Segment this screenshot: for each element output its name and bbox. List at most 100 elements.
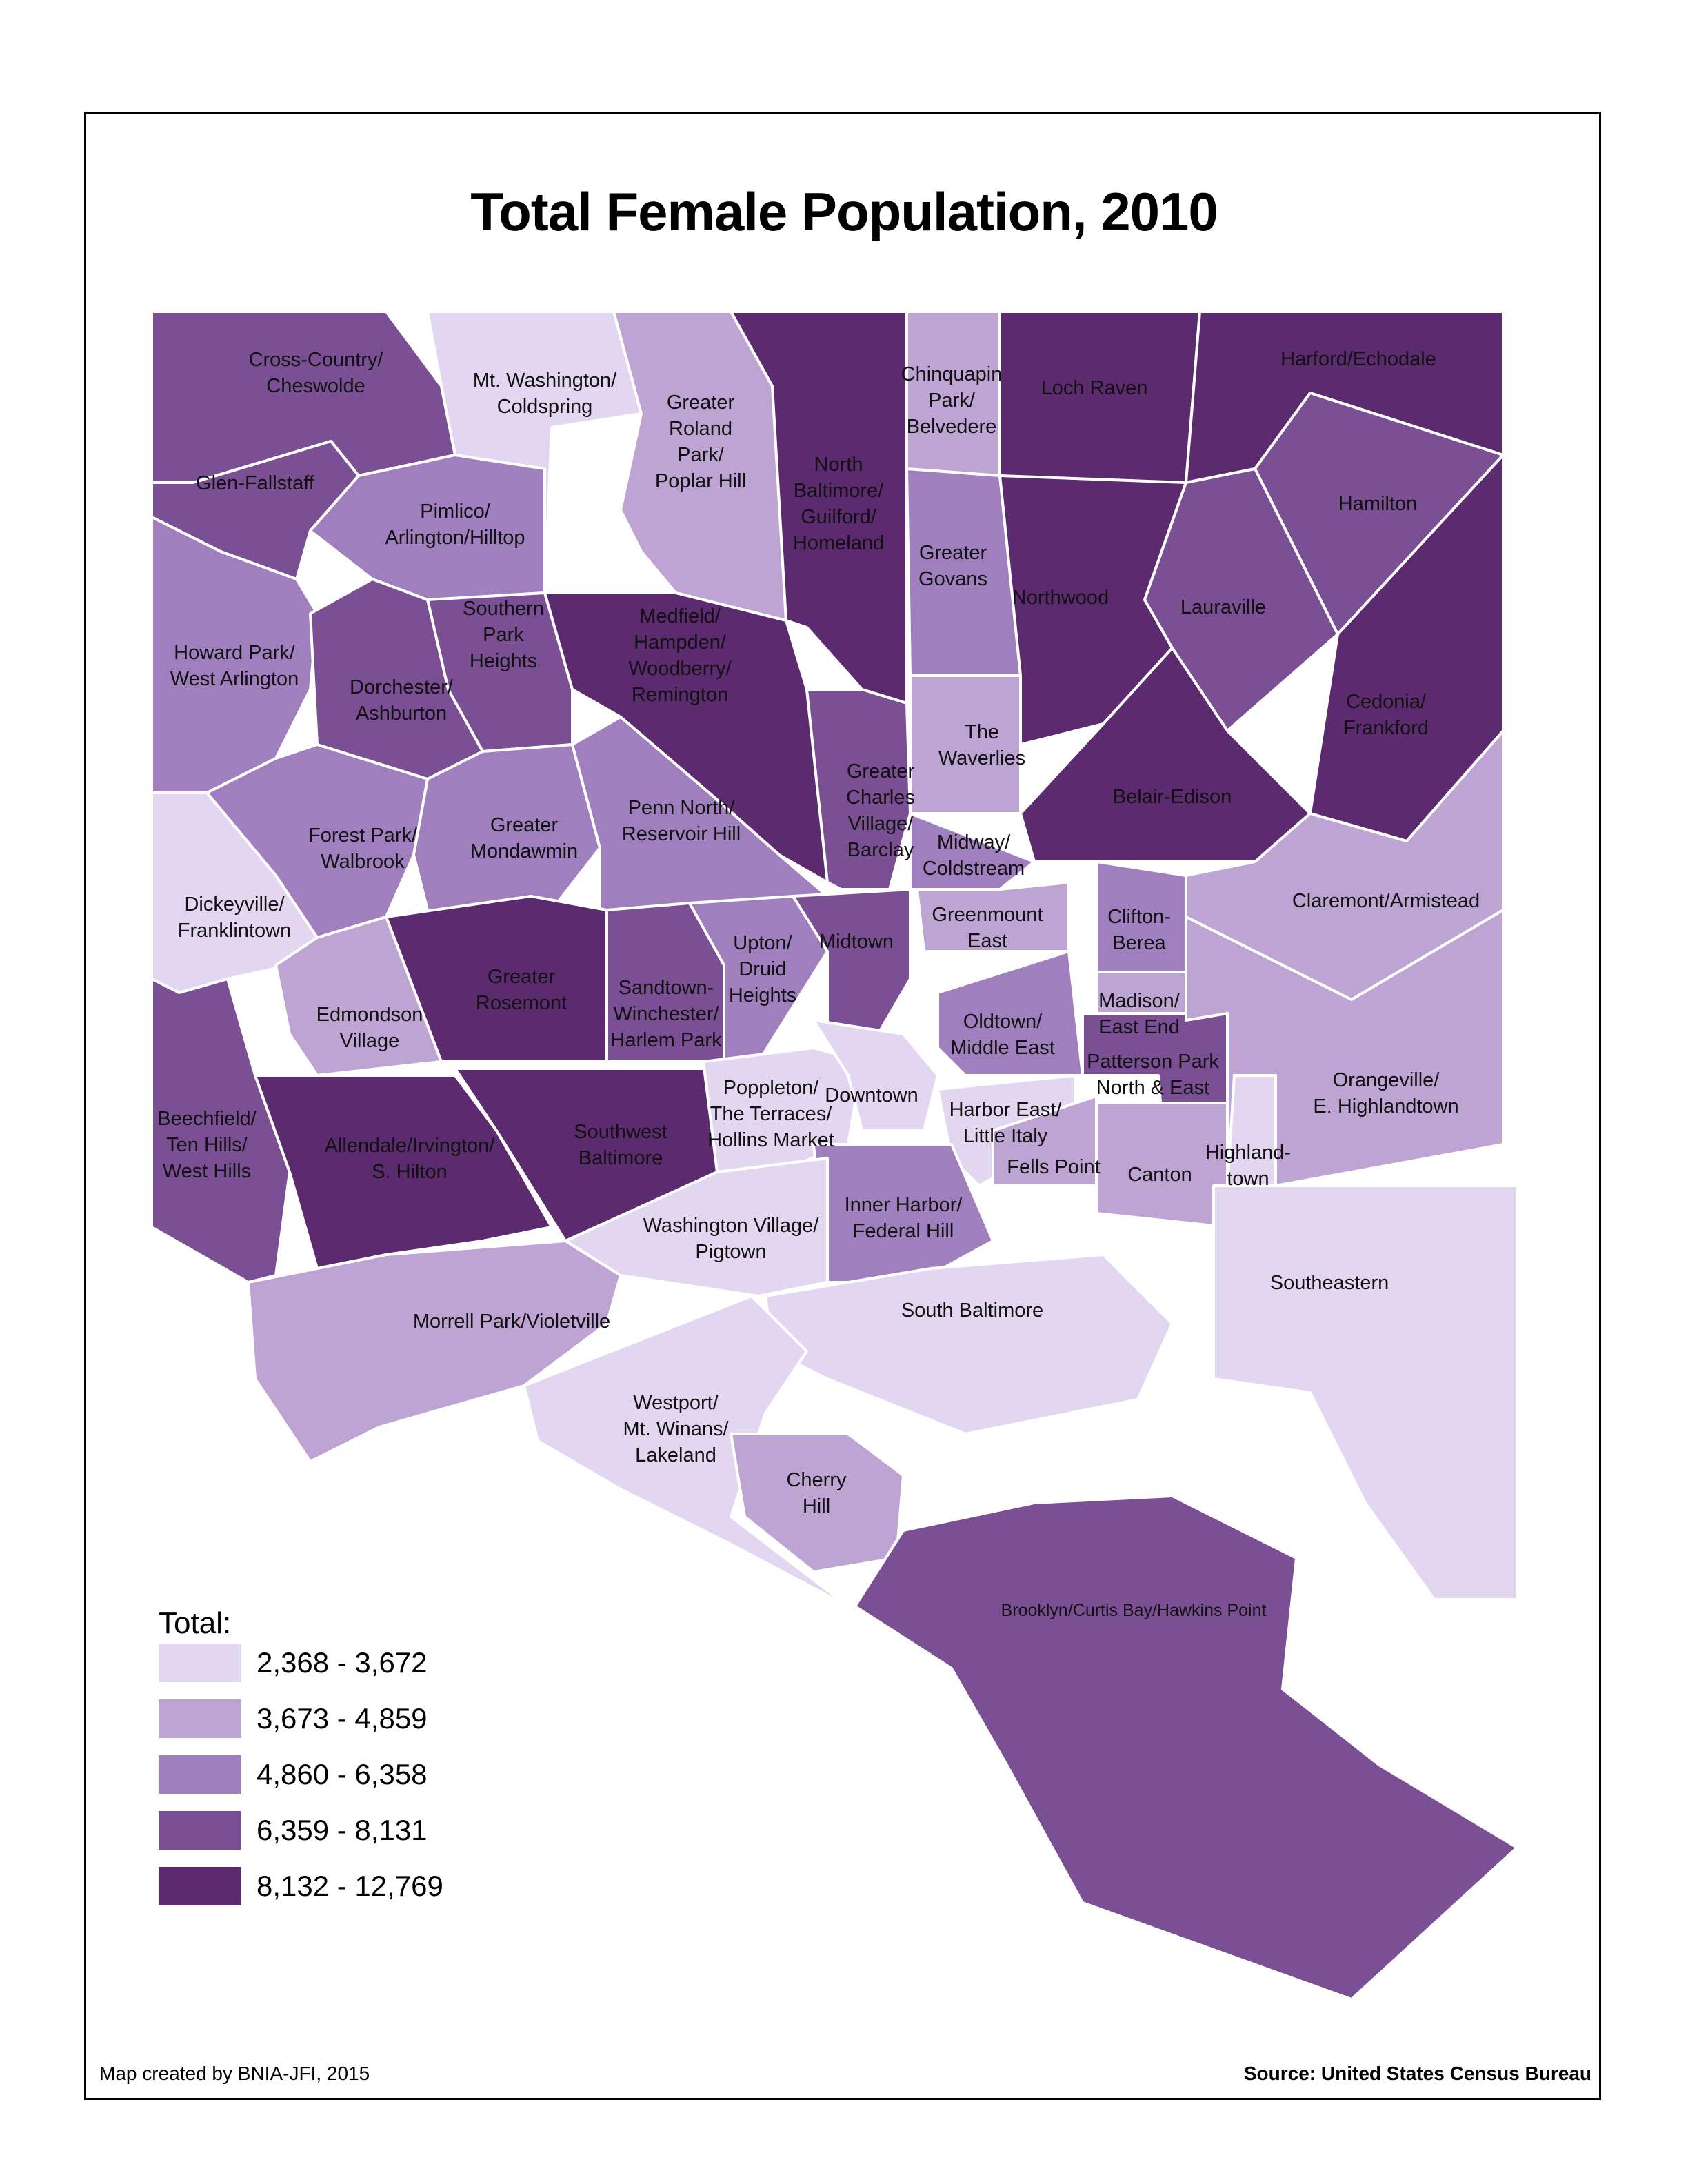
legend-swatch [159,1867,241,1905]
legend-label: 3,673 - 4,859 [257,1702,428,1735]
neighborhood-westport-mt-winans-lakeland[interactable] [523,1295,850,1608]
neighborhood-brooklyn-curtis-bay-hawkins-point[interactable] [854,1495,1518,2001]
neighborhood-label: Mt. Washington/ [473,370,617,392]
neighborhood-label: town [1227,1168,1269,1190]
neighborhood-oldtown-middle-east[interactable] [936,950,1084,1077]
neighborhood-label: Harbor East/ [950,1099,1063,1121]
neighborhood-label: Westport/ [633,1392,719,1414]
neighborhood-label: Glen-Fallstaff [196,472,315,494]
legend-row: 3,673 - 4,859 [159,1699,572,1738]
neighborhood-label: The [965,721,999,743]
neighborhood-label: Coldspring [497,396,593,418]
legend-row: 8,132 - 12,769 [159,1867,572,1905]
neighborhood-belair-edison[interactable] [1019,647,1312,863]
legend-swatch [159,1644,241,1682]
neighborhood-label: Poppleton/ [723,1077,820,1099]
neighborhood-label: Inner Harbor/ [845,1194,963,1216]
neighborhood-label: Downtown [825,1084,918,1106]
neighborhood-downtown[interactable] [812,1019,939,1132]
neighborhood-label: Woodberry/ [628,658,732,680]
neighborhood-label: Medfield/ [639,605,721,627]
neighborhood-southeastern[interactable] [1212,1184,1518,1601]
neighborhood-label: Penn North/ [628,797,736,819]
neighborhood-label: Dorchester/ [350,676,454,698]
neighborhood-label: Village/ [848,813,914,835]
neighborhood-label: Southwest [574,1121,667,1143]
neighborhood-label: Mt. Winans/ [623,1418,729,1440]
neighborhood-label: Southern [463,598,544,620]
neighborhood-label: Greater [488,966,556,988]
data-source: Source: United States Census Bureau [1243,2063,1591,2084]
neighborhood-label: Greater [919,542,987,564]
neighborhood-label: Mondawmin [470,840,578,862]
neighborhood-label: West Hills [163,1160,251,1182]
neighborhood-label: Allendale/Irvington/ [325,1135,496,1157]
neighborhood-label: Roland [669,418,732,440]
neighborhood-label: Chinquapin [901,363,1003,385]
neighborhood-edmondson-village[interactable] [274,916,443,1077]
neighborhood-label: Park/ [677,444,725,466]
neighborhood-label: Pimlico/ [420,501,490,523]
neighborhood-greater-mondawmin[interactable] [412,743,601,911]
neighborhood-label: Sandtown- [619,977,714,999]
neighborhood-label: Harford/Echodale [1280,348,1436,370]
neighborhood-label: Washington Village/ [643,1215,820,1237]
neighborhood-the-waverlies[interactable] [909,674,1022,815]
legend-swatch [159,1755,241,1794]
neighborhood-shapes [150,310,1518,2001]
neighborhood-label: Govans [918,568,987,590]
neighborhood-label: Midway/ [937,831,1011,853]
neighborhood-label: Upton/ [733,932,792,954]
neighborhood-label: Greater [847,760,915,782]
neighborhood-label: Northwood [1012,587,1109,609]
neighborhood-label: S. Hilton [372,1161,448,1183]
neighborhood-morrell-park-violetville[interactable] [247,1240,622,1463]
legend-row: 6,359 - 8,131 [159,1811,572,1850]
legend-title: Total: [159,1606,232,1640]
neighborhood-label: Howard Park/ [174,642,296,664]
neighborhood-label: Baltimore/ [794,480,884,502]
neighborhood-label: Federal Hill [853,1220,954,1242]
neighborhood-label: Hampden/ [634,631,727,654]
neighborhood-label: Park [483,624,524,646]
neighborhood-beechfield-ten-hills-west-hills[interactable] [150,978,291,1284]
neighborhood-label: Midtown [819,931,894,953]
neighborhood-label: Rosemont [476,992,567,1014]
map-title: Total Female Population, 2010 [470,181,1218,242]
neighborhood-label: Orangeville/ [1333,1069,1440,1091]
legend-label: 6,359 - 8,131 [257,1814,428,1846]
neighborhood-label: Berea [1112,932,1166,954]
neighborhood-label: Poplar Hill [655,470,746,492]
neighborhood-label: Cheswolde [266,375,365,397]
neighborhood-label: Coldstream [923,858,1025,880]
neighborhood-allendale-irvington-s-hilton[interactable] [254,1074,553,1270]
neighborhood-label: Cherry [786,1469,847,1491]
neighborhood-label: Madison/ [1098,990,1180,1012]
neighborhood-greenmount-east[interactable] [916,881,1070,953]
neighborhood-label: Greenmount [932,904,1043,926]
neighborhood-label: Morrell Park/Violetville [413,1311,610,1333]
neighborhood-label: Greater [667,392,735,414]
neighborhood-label: Canton [1127,1164,1192,1186]
legend-label: 4,860 - 6,358 [257,1758,428,1790]
neighborhood-label: Charles [846,787,915,809]
legend-label: 2,368 - 3,672 [257,1646,428,1679]
neighborhood-label: Little Italy [963,1125,1048,1147]
legend-row: 2,368 - 3,672 [159,1644,572,1682]
neighborhood-label: Highland- [1205,1142,1291,1164]
map-credit: Map created by BNIA-JFI, 2015 [99,2063,370,2084]
neighborhood-label: Winchester/ [613,1003,719,1025]
neighborhood-medfield-hampden-woodberry-remington[interactable] [543,592,829,884]
neighborhood-label: Ten Hills/ [166,1134,248,1156]
neighborhood-label: Fells Point [1007,1156,1100,1178]
neighborhood-label: Belair-Edison [1113,786,1232,808]
neighborhood-label: Remington [632,684,728,706]
neighborhood-label: East [967,930,1007,952]
neighborhood-greater-charles-village-barclay[interactable] [805,688,912,891]
neighborhood-label: Greater [490,814,559,836]
neighborhood-label: Baltimore [579,1147,663,1169]
legend-swatch [159,1811,241,1850]
neighborhood-label: Hamilton [1338,493,1417,515]
neighborhood-label: Pigtown [695,1241,766,1263]
